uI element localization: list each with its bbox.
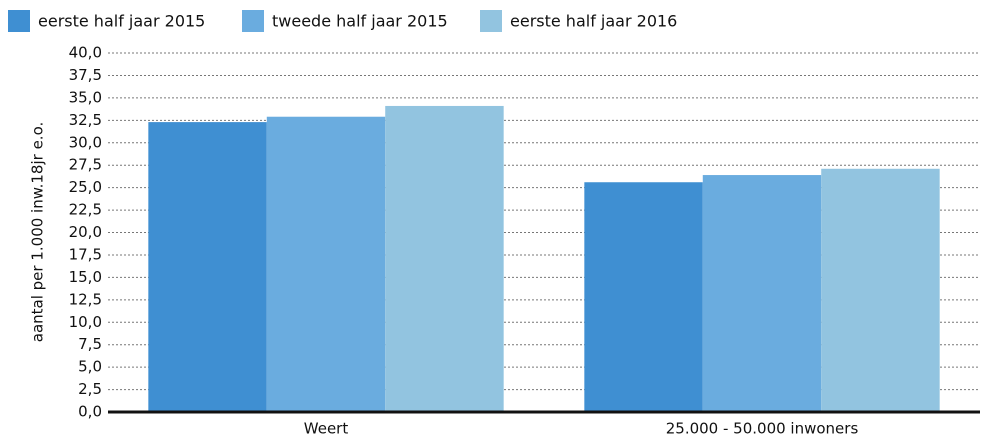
x-tick-label: Weert — [304, 420, 349, 437]
y-tick-label: 20,0 — [69, 223, 102, 241]
y-tick-label: 0,0 — [78, 403, 102, 421]
bar — [702, 175, 822, 412]
y-tick-label: 25,0 — [69, 178, 102, 196]
y-tick-label: 7,5 — [78, 335, 102, 353]
y-tick-label: 17,5 — [69, 245, 102, 263]
y-tick-label: 37,5 — [69, 66, 102, 84]
legend-swatch — [8, 10, 30, 32]
bar — [821, 168, 940, 412]
bar — [584, 182, 703, 412]
y-tick-label: 10,0 — [69, 313, 102, 331]
bar — [148, 122, 267, 413]
y-tick-label: 12,5 — [69, 290, 102, 308]
legend-swatch — [480, 10, 502, 32]
y-axis-label: aantal per 1.000 inw.18jr e.o. — [29, 122, 47, 343]
bar — [385, 105, 504, 412]
y-tick-label: 27,5 — [69, 156, 102, 174]
y-tick-label: 32,5 — [69, 111, 102, 129]
legend-label: eerste half jaar 2015 — [38, 12, 205, 31]
bar — [266, 116, 386, 412]
y-tick-label: 5,0 — [78, 358, 102, 376]
x-tick-label: 25.000 - 50.000 inwoners — [666, 420, 859, 437]
y-tick-label: 35,0 — [69, 88, 102, 106]
y-tick-label: 15,0 — [69, 268, 102, 286]
y-tick-label: 22,5 — [69, 201, 102, 219]
legend-swatch — [242, 10, 264, 32]
y-tick-label: 2,5 — [78, 380, 102, 398]
y-tick-label: 40,0 — [69, 44, 102, 62]
y-tick-label: 30,0 — [69, 133, 102, 151]
legend-label: eerste half jaar 2016 — [510, 12, 677, 31]
legend-label: tweede half jaar 2015 — [272, 12, 448, 31]
